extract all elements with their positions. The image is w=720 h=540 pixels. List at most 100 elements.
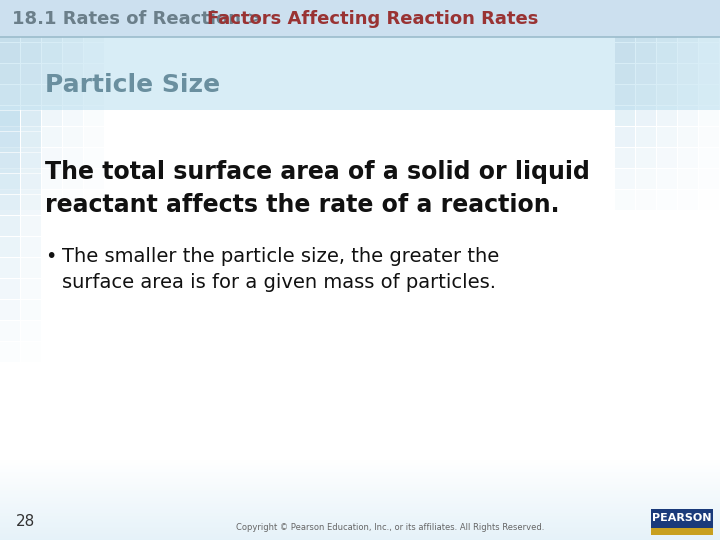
Bar bbox=[0, 528, 720, 529]
Bar bbox=[21, 216, 41, 236]
Bar bbox=[63, 106, 83, 126]
Bar bbox=[42, 85, 62, 105]
Bar bbox=[0, 462, 720, 463]
Bar bbox=[657, 64, 677, 84]
Bar bbox=[657, 85, 677, 105]
Bar bbox=[678, 43, 698, 63]
Bar bbox=[0, 64, 20, 84]
Bar bbox=[678, 190, 698, 210]
Bar bbox=[0, 476, 720, 477]
Bar bbox=[42, 148, 62, 168]
Bar bbox=[63, 43, 83, 63]
Bar bbox=[615, 1, 635, 21]
Bar bbox=[657, 43, 677, 63]
Text: surface area is for a given mass of particles.: surface area is for a given mass of part… bbox=[62, 273, 496, 292]
Bar bbox=[0, 504, 720, 506]
Bar bbox=[63, 85, 83, 105]
Bar bbox=[0, 515, 720, 516]
Bar bbox=[0, 519, 720, 521]
Bar bbox=[0, 507, 720, 508]
Bar bbox=[21, 85, 41, 105]
Bar bbox=[21, 22, 41, 42]
Bar bbox=[636, 169, 656, 189]
Bar bbox=[636, 64, 656, 84]
Bar bbox=[0, 258, 20, 278]
Bar bbox=[63, 127, 83, 147]
Bar bbox=[0, 153, 20, 173]
Bar bbox=[21, 342, 41, 362]
Bar bbox=[21, 300, 41, 320]
Bar bbox=[0, 534, 720, 535]
Bar bbox=[21, 127, 41, 147]
Bar bbox=[0, 465, 720, 467]
Bar bbox=[0, 530, 720, 531]
Bar bbox=[42, 169, 62, 189]
Bar bbox=[21, 111, 41, 131]
Bar bbox=[0, 537, 720, 539]
Bar bbox=[0, 512, 720, 514]
Text: reactant affects the rate of a reaction.: reactant affects the rate of a reaction. bbox=[45, 193, 559, 217]
Bar bbox=[0, 106, 20, 126]
Bar bbox=[0, 472, 720, 474]
Bar bbox=[615, 85, 635, 105]
Bar bbox=[0, 521, 720, 522]
Bar bbox=[0, 500, 720, 501]
Bar bbox=[21, 321, 41, 341]
Bar bbox=[0, 190, 20, 210]
Bar bbox=[0, 489, 720, 491]
Bar bbox=[84, 148, 104, 168]
Bar bbox=[0, 484, 720, 486]
Bar bbox=[0, 487, 720, 488]
Bar bbox=[0, 488, 720, 489]
Bar bbox=[21, 190, 41, 210]
Bar bbox=[0, 469, 720, 470]
Bar bbox=[63, 64, 83, 84]
Text: Copyright © Pearson Education, Inc., or its affiliates. All Rights Reserved.: Copyright © Pearson Education, Inc., or … bbox=[236, 523, 544, 531]
Bar bbox=[636, 22, 656, 42]
Bar bbox=[0, 0, 720, 110]
Bar bbox=[0, 480, 720, 481]
Bar bbox=[0, 470, 720, 472]
Bar bbox=[84, 169, 104, 189]
Bar bbox=[0, 490, 720, 492]
Bar bbox=[0, 496, 720, 498]
Bar bbox=[21, 169, 41, 189]
Bar bbox=[678, 64, 698, 84]
Bar bbox=[84, 64, 104, 84]
Bar bbox=[636, 85, 656, 105]
Bar bbox=[615, 43, 635, 63]
Bar bbox=[0, 475, 720, 476]
Bar bbox=[651, 509, 713, 535]
Bar bbox=[0, 169, 20, 189]
Bar bbox=[0, 516, 720, 518]
Bar bbox=[0, 503, 720, 504]
Bar bbox=[0, 342, 20, 362]
Bar bbox=[0, 530, 720, 532]
Bar bbox=[678, 127, 698, 147]
Bar bbox=[615, 22, 635, 42]
Bar bbox=[0, 216, 20, 236]
Bar bbox=[0, 498, 720, 500]
Bar bbox=[0, 469, 720, 471]
Bar bbox=[0, 532, 720, 534]
Bar bbox=[0, 110, 720, 540]
Bar bbox=[0, 471, 720, 473]
Bar bbox=[636, 190, 656, 210]
Bar bbox=[42, 64, 62, 84]
Bar bbox=[0, 485, 720, 487]
Bar bbox=[0, 460, 720, 461]
Bar bbox=[21, 1, 41, 21]
Bar bbox=[0, 502, 720, 503]
Bar bbox=[21, 64, 41, 84]
Bar bbox=[0, 478, 720, 480]
Bar bbox=[21, 43, 41, 63]
Bar bbox=[699, 148, 719, 168]
Bar bbox=[0, 464, 720, 466]
Bar bbox=[0, 535, 720, 536]
Bar bbox=[657, 169, 677, 189]
Bar bbox=[21, 237, 41, 257]
Bar bbox=[84, 22, 104, 42]
Bar bbox=[678, 148, 698, 168]
Bar bbox=[21, 258, 41, 278]
Bar bbox=[0, 489, 720, 490]
